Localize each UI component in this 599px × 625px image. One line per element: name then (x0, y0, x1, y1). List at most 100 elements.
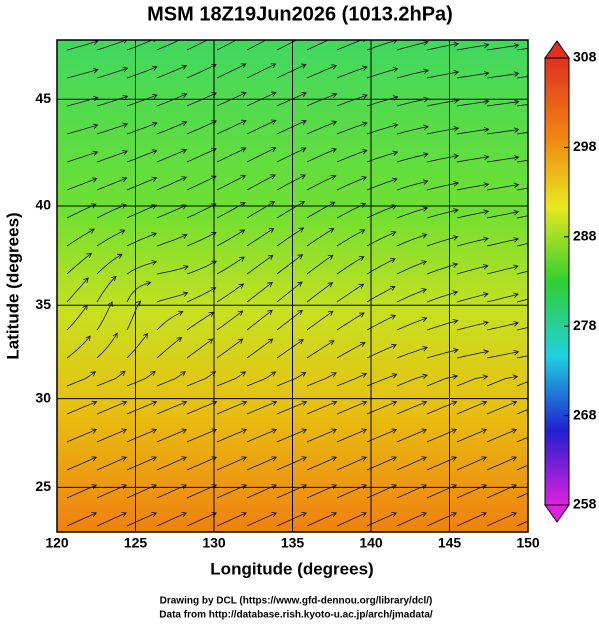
streamline (366, 178, 398, 191)
streamline (216, 40, 238, 51)
streamline-arrow (513, 127, 520, 133)
streamline (516, 436, 528, 443)
streamline-arrow (181, 456, 188, 462)
streamline-arrow (327, 282, 334, 288)
streamline-arrow (422, 206, 429, 212)
streamline-arrow (331, 428, 338, 434)
streamline (216, 512, 247, 527)
streamline (366, 258, 396, 275)
streamline (186, 40, 209, 51)
streamline (336, 342, 366, 359)
streamline-arrow (213, 40, 214, 41)
chart-title: MSM 18Z19Jun2026 (1013.2hPa) (147, 3, 453, 25)
streamline-arrow (451, 456, 458, 462)
streamline-arrow (90, 371, 97, 377)
streamline-arrow (331, 456, 338, 462)
streamline (66, 277, 89, 303)
streamline-arrow (361, 65, 368, 71)
streamline (516, 381, 528, 387)
streamline (366, 205, 397, 219)
streamline (426, 401, 457, 415)
streamline (426, 155, 459, 163)
streamline (336, 456, 367, 471)
streamline (186, 338, 214, 359)
colorbar-tick-label: 288 (573, 228, 597, 244)
streamline-arrow (112, 332, 118, 339)
streamline-arrow (142, 332, 149, 339)
streamline-arrow (270, 174, 276, 180)
streamline-arrow (359, 342, 366, 347)
streamline (126, 232, 157, 247)
streamline-arrow (511, 512, 517, 518)
streamline-arrow (181, 64, 188, 70)
streamline (516, 47, 528, 51)
streamline-arrow (481, 400, 488, 406)
streamline (276, 120, 307, 135)
streamline-arrow (421, 512, 427, 518)
streamline (276, 201, 305, 219)
streamline (96, 456, 127, 471)
streamline-arrow (453, 153, 460, 160)
streamline-arrow (240, 202, 246, 208)
streamline (486, 456, 517, 471)
streamline (276, 227, 304, 247)
streamline (96, 333, 118, 359)
streamline-arrow (481, 512, 487, 518)
streamline (216, 371, 246, 387)
streamline (306, 121, 337, 135)
streamline-arrow (151, 232, 158, 238)
streamline (96, 40, 128, 51)
streamline-arrow (423, 68, 429, 75)
streamline (66, 304, 88, 331)
streamline-arrow (423, 40, 429, 46)
streamline (426, 429, 457, 443)
streamline (426, 291, 458, 303)
streamline (126, 66, 158, 79)
streamline (336, 149, 367, 163)
streamline-arrow (181, 512, 187, 518)
streamline (186, 120, 217, 135)
streamline (366, 401, 397, 415)
streamline-arrow (239, 229, 246, 235)
streamline (426, 99, 459, 107)
x-tick-label: 120 (45, 535, 69, 551)
colorbar-tick-label: 268 (573, 406, 597, 422)
streamline-arrow (301, 119, 307, 125)
streamline (516, 76, 528, 79)
streamline (366, 231, 396, 247)
streamline-arrow (331, 512, 337, 518)
x-tick-label: 145 (438, 535, 462, 551)
streamline-arrow (270, 63, 277, 69)
streamline-arrow (92, 123, 99, 129)
streamline (426, 320, 458, 331)
streamline-arrow (86, 252, 93, 259)
streamline-arrow (301, 91, 307, 98)
streamline (66, 178, 97, 191)
streamline (456, 429, 487, 443)
streamline-arrow (271, 428, 278, 434)
streamline-arrow (451, 512, 457, 518)
streamline (336, 122, 368, 135)
streamline (426, 375, 458, 387)
streamline-arrow (361, 456, 368, 462)
streamline-arrow (362, 93, 368, 100)
streamline (216, 310, 243, 331)
streamline (486, 156, 519, 163)
streamline (486, 238, 519, 247)
streamline (126, 512, 157, 527)
streamline (216, 229, 245, 247)
streamline (156, 149, 187, 163)
streamline (66, 429, 97, 443)
streamline-arrow (270, 147, 277, 153)
streamline (246, 281, 273, 303)
streamline-arrow (135, 300, 142, 307)
streamline-arrow (359, 229, 366, 235)
streamline (66, 401, 97, 415)
streamline-arrow (361, 149, 368, 155)
streamline (96, 512, 127, 527)
streamline (486, 129, 519, 135)
streamline-arrow (297, 254, 304, 260)
streamline (276, 429, 307, 443)
streamline-arrow (483, 42, 490, 49)
streamline (276, 456, 307, 471)
